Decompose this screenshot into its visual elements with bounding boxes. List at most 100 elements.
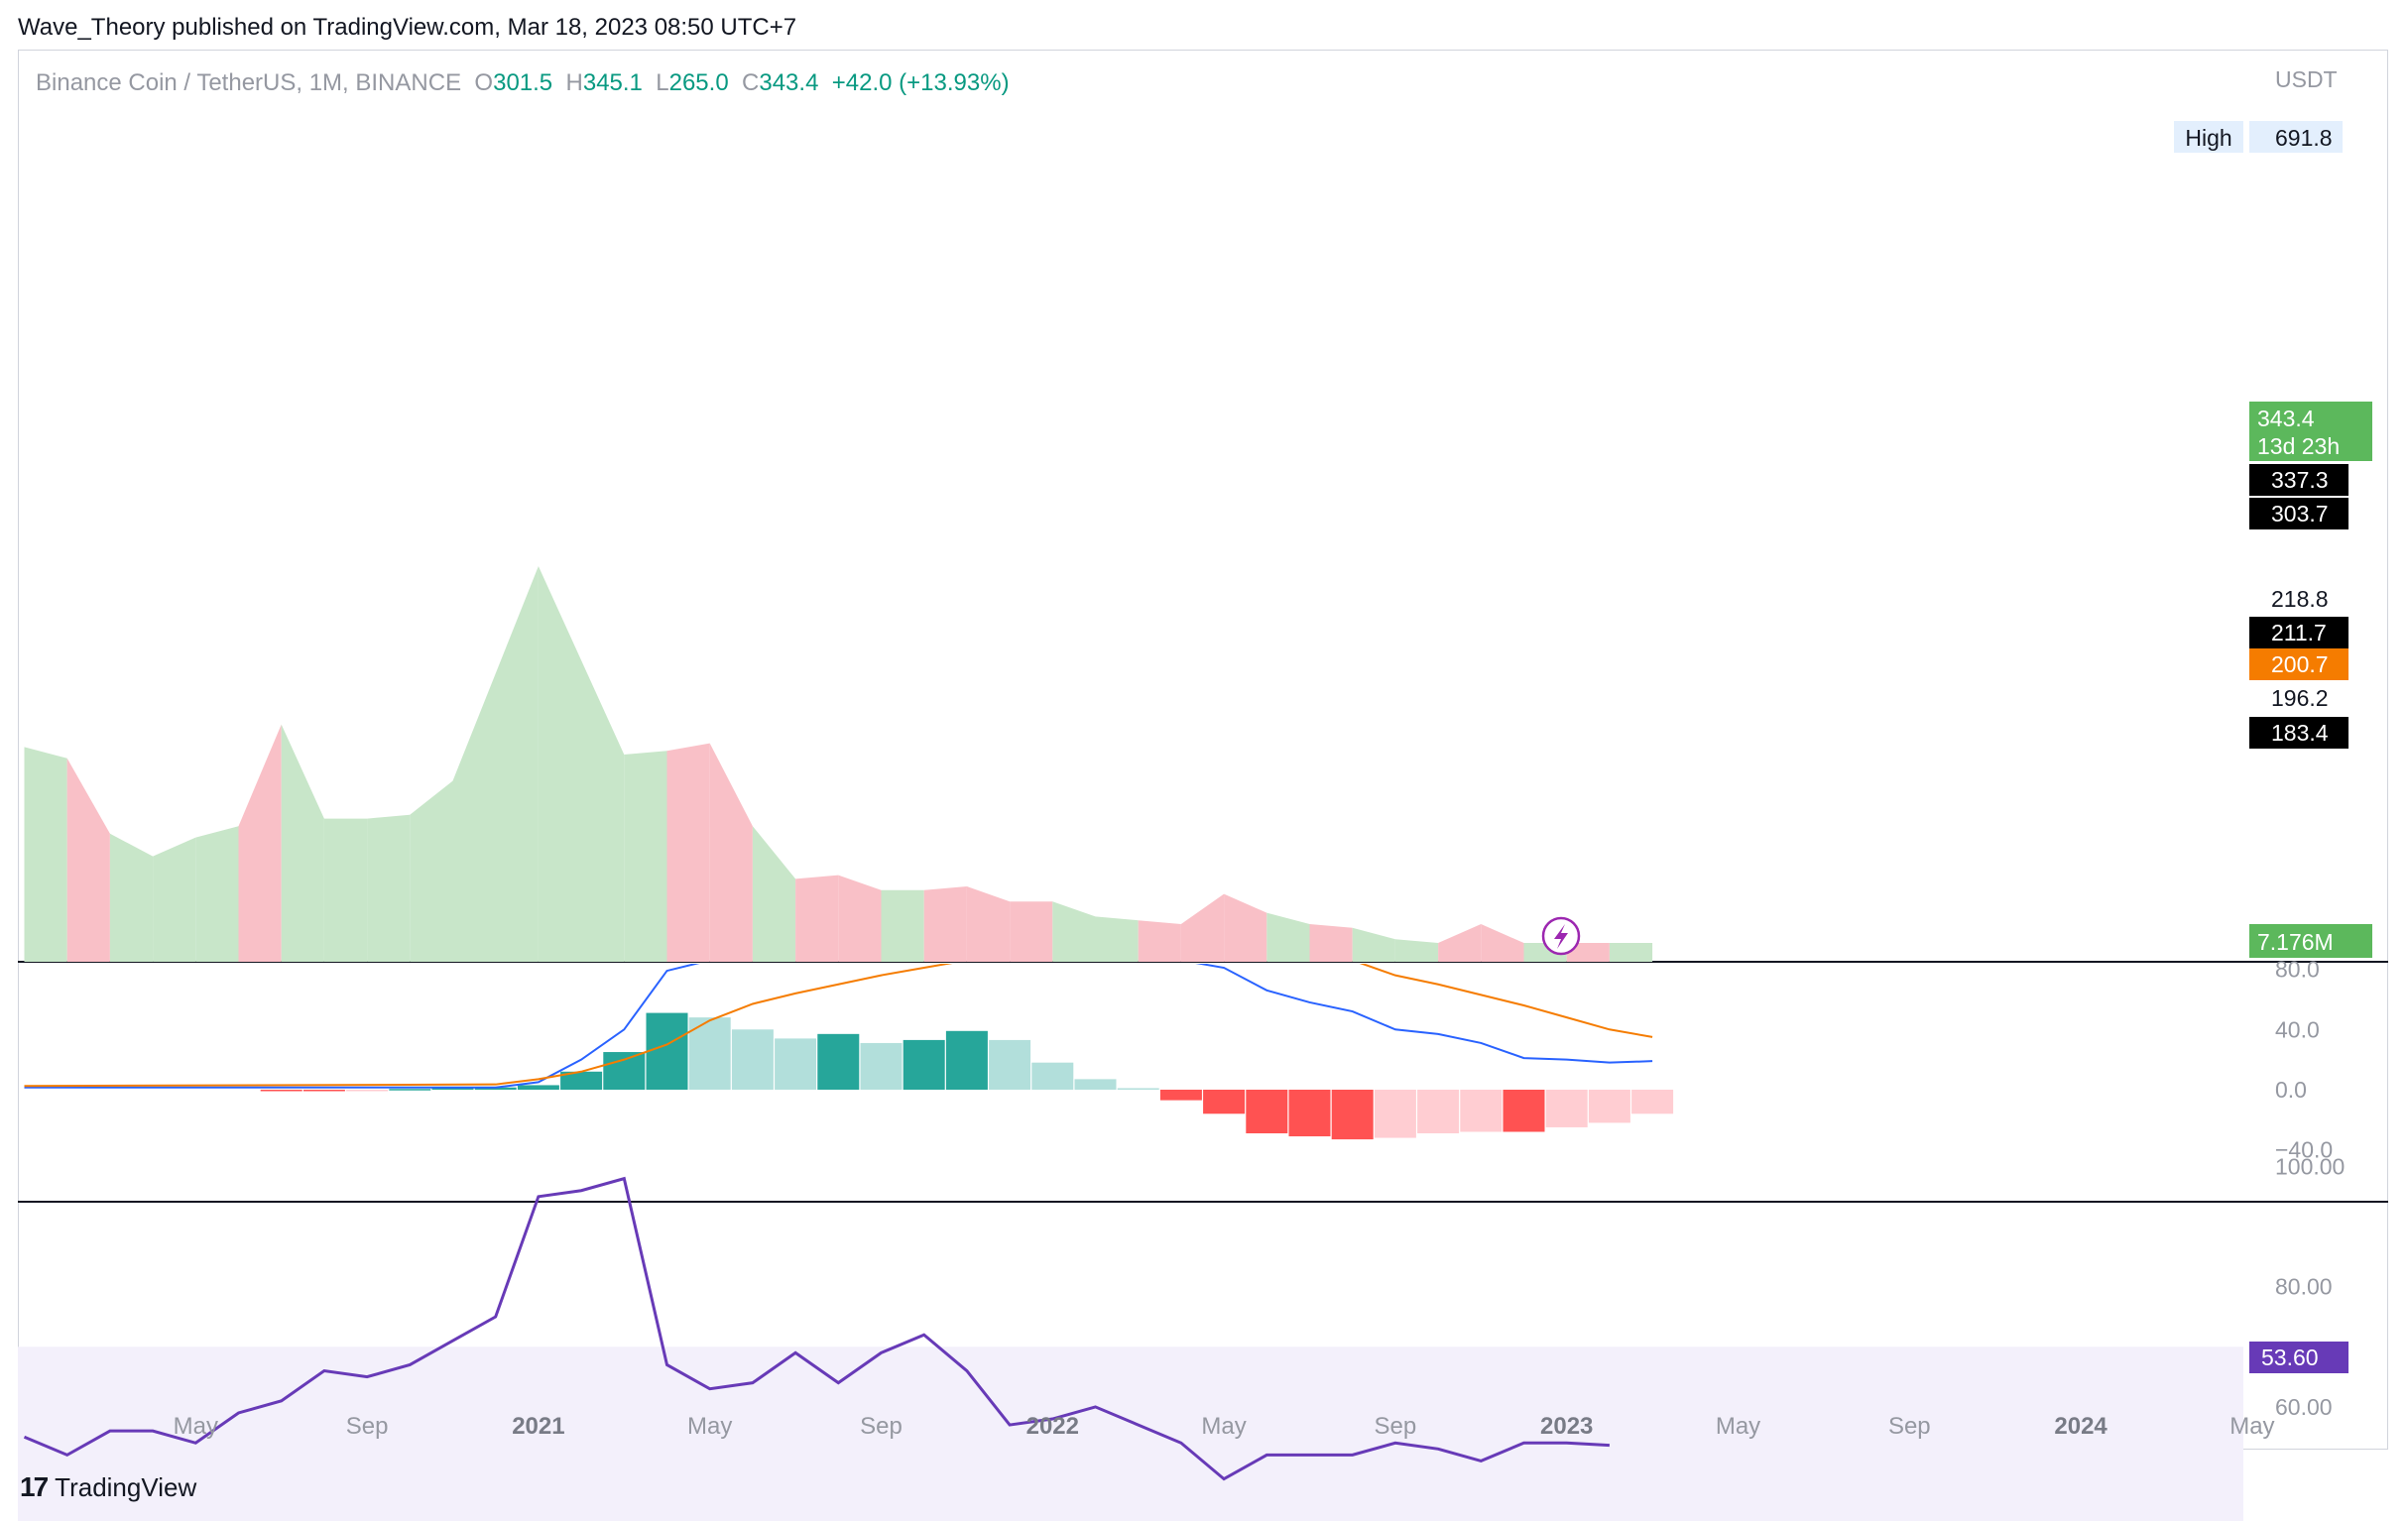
volume-segment bbox=[66, 758, 110, 962]
macd-line bbox=[24, 964, 1653, 1089]
volume-segment bbox=[367, 814, 411, 962]
time-tick-label: Sep bbox=[860, 1413, 903, 1440]
macd-histogram-bar bbox=[989, 1039, 1031, 1090]
macd-histogram-bar bbox=[945, 1030, 988, 1090]
volume-segment bbox=[624, 751, 667, 962]
volume-segment bbox=[752, 826, 796, 962]
time-tick-label: Sep bbox=[1888, 1413, 1931, 1440]
price-tag-label: 337.3 bbox=[2271, 467, 2329, 493]
time-tick-label: May bbox=[1201, 1413, 1246, 1440]
macd-histogram-bar bbox=[260, 1090, 302, 1092]
volume-segment bbox=[281, 724, 324, 962]
macd-histogram-bar bbox=[817, 1033, 860, 1090]
change-value: +42.0 (+13.93%) bbox=[831, 69, 1010, 96]
macd-histogram-bar bbox=[1159, 1090, 1202, 1101]
price-tag-bg bbox=[2249, 617, 2348, 648]
time-tick-label: May bbox=[2229, 1413, 2274, 1440]
volume-segment bbox=[666, 743, 710, 962]
macd-histogram-bar bbox=[603, 1052, 646, 1090]
macd-histogram-bar bbox=[1288, 1090, 1331, 1137]
macd-histogram-bar bbox=[1117, 1088, 1159, 1090]
macd-histogram-bar bbox=[1074, 1079, 1117, 1090]
volume-value-label: 7.176M bbox=[2257, 929, 2334, 955]
close-value: 343.4 bbox=[759, 69, 819, 96]
signal-line bbox=[24, 964, 1653, 1088]
high-tag-bg bbox=[2174, 121, 2243, 153]
time-tick-label: 2021 bbox=[512, 1413, 564, 1440]
price-tag-label: 183.4 bbox=[2271, 720, 2329, 746]
currency-label: USDT bbox=[2275, 66, 2338, 92]
macd-histogram-bar bbox=[1460, 1090, 1503, 1132]
price-tag-bg bbox=[2249, 498, 2348, 529]
tradingview-brand: TradingView bbox=[55, 1471, 197, 1502]
macd-histogram-bar bbox=[431, 1088, 474, 1090]
volume-segment bbox=[1138, 920, 1181, 962]
macd-panel bbox=[24, 964, 1674, 1140]
tradingview-logo-icon: 17 bbox=[20, 1471, 49, 1502]
current-price-tag bbox=[2249, 402, 2372, 461]
price-tag-label: 211.7 bbox=[2271, 620, 2327, 645]
macd-histogram-bar bbox=[302, 1090, 345, 1092]
high-tag-label: High bbox=[2185, 125, 2231, 151]
macd-histogram-bar bbox=[1545, 1090, 1588, 1127]
volume-histogram bbox=[24, 566, 1653, 962]
macd-histogram-bar bbox=[903, 1039, 945, 1090]
macd-histogram-bar bbox=[1246, 1090, 1288, 1134]
price-tag-bg bbox=[2249, 717, 2348, 749]
high-value-bg bbox=[2249, 121, 2343, 153]
low-label: L bbox=[656, 69, 669, 96]
price-tag-bg bbox=[2249, 648, 2348, 680]
macd-tick-label: −40.0 bbox=[2275, 1137, 2333, 1163]
volume-segment bbox=[1052, 901, 1096, 962]
volume-segment bbox=[153, 837, 196, 962]
volume-segment bbox=[195, 826, 239, 962]
volume-segment bbox=[410, 780, 453, 962]
volume-segment bbox=[881, 889, 924, 962]
low-value: 265.0 bbox=[668, 69, 729, 96]
close-label: C bbox=[742, 69, 760, 96]
macd-tick-label: 80.0 bbox=[2275, 957, 2320, 983]
volume-segment bbox=[1481, 924, 1524, 962]
price-tag-label: 196.2 bbox=[2271, 685, 2329, 711]
symbol-label[interactable]: Binance Coin / TetherUS, 1M, BINANCE bbox=[36, 69, 462, 96]
macd-histogram-bar bbox=[389, 1089, 431, 1091]
macd-histogram-bar bbox=[646, 1012, 688, 1090]
macd-histogram-bar bbox=[775, 1038, 817, 1090]
publisher-header: Wave_Theory published on TradingView.com… bbox=[18, 14, 797, 41]
open-label: O bbox=[474, 69, 494, 96]
macd-histogram-bar bbox=[1503, 1090, 1545, 1132]
rsi-tick-label: 80.00 bbox=[2275, 1274, 2333, 1300]
current-price-value: 343.4 bbox=[2257, 406, 2315, 431]
volume-segment bbox=[1438, 924, 1482, 962]
price-tag-label: 200.7 bbox=[2271, 651, 2329, 677]
rsi-value-label: 53.60 bbox=[2261, 1345, 2319, 1370]
rsi-band bbox=[18, 1346, 2243, 1521]
panel-separators bbox=[18, 961, 2388, 1203]
macd-histogram bbox=[260, 1012, 1674, 1140]
volume-segment bbox=[923, 886, 967, 962]
time-tick-label: 2023 bbox=[1540, 1413, 1593, 1440]
macd-histogram-bar bbox=[1588, 1090, 1630, 1123]
macd-histogram-bar bbox=[560, 1071, 603, 1090]
time-tick-label: Sep bbox=[346, 1413, 389, 1440]
rsi-value-bg bbox=[2249, 1342, 2348, 1373]
volume-segment bbox=[1609, 943, 1653, 962]
price-axis: USDT650.0530.0450.0375.0255.0130.0110.0H… bbox=[1541, 66, 2372, 1420]
volume-segment bbox=[323, 818, 368, 962]
macd-histogram-bar bbox=[1203, 1090, 1246, 1114]
ohlc-legend: Binance Coin / TetherUS, 1M, BINANCE O30… bbox=[36, 69, 1010, 97]
macd-histogram-bar bbox=[1417, 1090, 1460, 1134]
tradingview-footer[interactable]: 17 TradingView bbox=[20, 1471, 196, 1503]
high-tag-value: 691.8 bbox=[2275, 125, 2333, 151]
macd-tick-label: 0.0 bbox=[2275, 1077, 2307, 1103]
volume-segment bbox=[795, 875, 839, 962]
volume-segment bbox=[538, 566, 625, 962]
macd-histogram-bar bbox=[1031, 1062, 1074, 1090]
volume-segment bbox=[1010, 901, 1053, 962]
volume-segment bbox=[1266, 912, 1310, 962]
macd-histogram-bar bbox=[1631, 1090, 1674, 1114]
price-tag-label: 218.8 bbox=[2271, 586, 2329, 612]
volume-segment bbox=[1180, 893, 1225, 962]
volume-segment bbox=[838, 875, 882, 962]
